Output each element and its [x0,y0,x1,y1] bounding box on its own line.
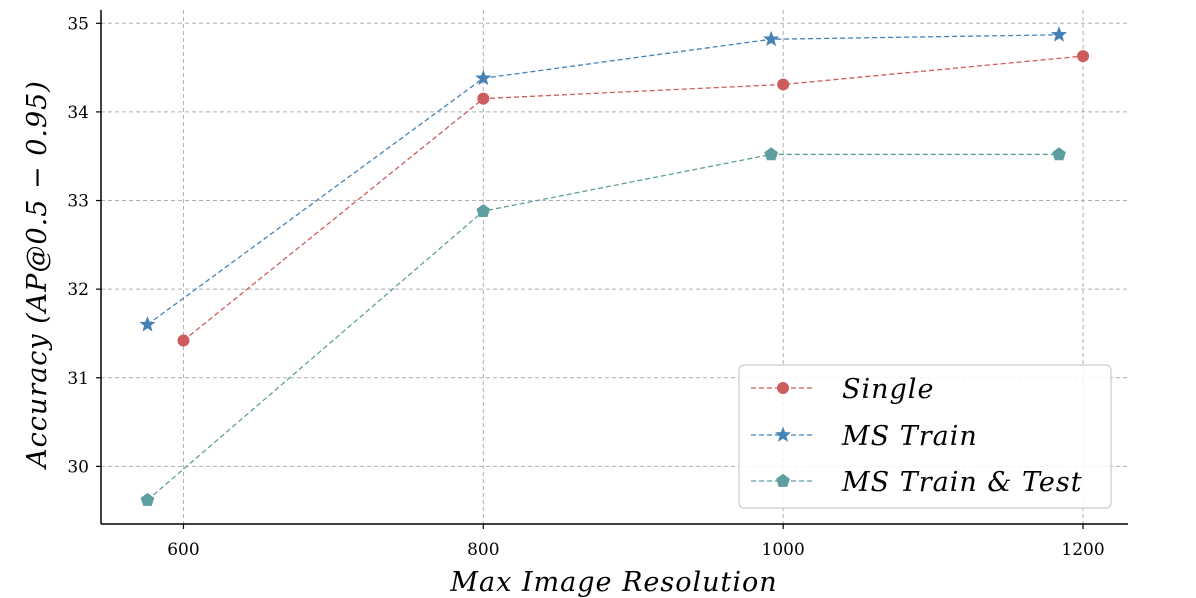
x-tick-label: 1000 [762,540,805,560]
legend-label-ms-train: MS Train [841,421,978,452]
series-single [177,50,1090,347]
legend-label-ms-train-test: MS Train & Test [841,467,1083,498]
legend-label-single: Single [842,374,934,405]
y-axis-label: Accuracy (AP@0.5 − 0.95) [22,80,53,471]
legend-marker-single [777,382,789,394]
series-ms-train-test [140,147,1066,506]
data-point-ms-train-test [1052,147,1066,161]
series-ms-train [139,26,1068,332]
data-point-ms-train [139,316,156,332]
data-point-ms-train [1050,26,1068,42]
data-point-ms-train-test [140,492,155,506]
y-tick-label: 32 [67,280,89,300]
data-point-single [477,92,490,105]
x-tick-label: 1200 [1061,540,1104,560]
legend-marker-ms-train-test [776,473,790,487]
data-point-ms-train [475,69,492,86]
x-tick-label: 600 [167,540,199,560]
x-tick-label: 800 [467,540,499,560]
legend-marker-ms-train [774,426,792,442]
legend-frame [738,364,1112,509]
axes [100,10,1128,525]
tick-labels: 600 800 1000 1200 30 31 32 33 34 35 [67,14,1104,560]
legend: Single MS Train MS Train & Test [738,364,1112,509]
y-tick-label: 31 [67,369,89,389]
data-point-ms-train-test [476,203,491,217]
data-point-single [1077,50,1090,63]
data-point-single [777,78,790,91]
x-axis-label: Max Image Resolution [449,567,777,598]
y-tick-label: 33 [67,192,89,212]
y-tick-label: 34 [67,103,89,123]
y-tick-label: 30 [67,457,89,477]
data-point-ms-train [763,30,780,47]
data-point-ms-train-test [764,147,779,161]
data-point-single [177,334,190,347]
series-line-single [183,55,1084,342]
series-line-ms-train-test [147,153,1060,501]
series-line-ms-train [147,34,1060,326]
y-tick-label: 35 [67,14,89,34]
series [139,26,1090,506]
